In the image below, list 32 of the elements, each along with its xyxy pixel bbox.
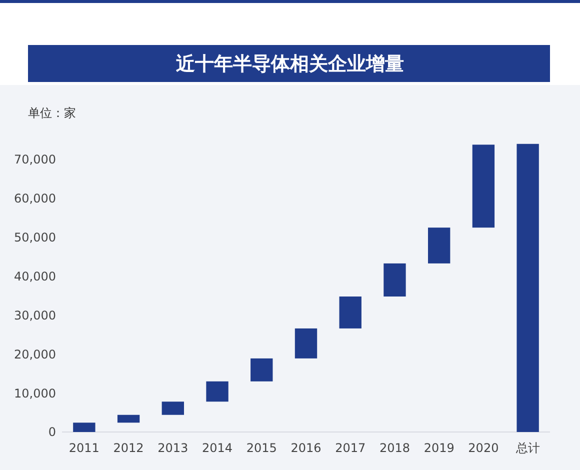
x-tick-label: 2011 bbox=[68, 441, 100, 455]
y-tick-label: 10,000 bbox=[14, 386, 56, 400]
x-tick-label: 2015 bbox=[246, 441, 277, 455]
x-tick-label: 2014 bbox=[202, 441, 233, 455]
bar bbox=[162, 402, 184, 415]
bar bbox=[516, 144, 539, 432]
y-tick-label: 20,000 bbox=[14, 347, 56, 362]
bar bbox=[294, 328, 318, 358]
y-tick-label: 50,000 bbox=[14, 230, 56, 245]
bar bbox=[250, 358, 273, 382]
x-tick-label: 2016 bbox=[290, 441, 322, 455]
x-tick-label: 2012 bbox=[113, 441, 144, 455]
y-tick-label: 40,000 bbox=[14, 269, 56, 284]
x-tick-label: 2013 bbox=[158, 441, 188, 455]
bar bbox=[428, 228, 450, 264]
y-tick-label: 0 bbox=[48, 425, 56, 440]
x-tick-label: 2017 bbox=[335, 441, 366, 455]
y-tick-label: 30,000 bbox=[14, 308, 56, 322]
bar bbox=[73, 422, 96, 432]
y-tick-label: 70,000 bbox=[14, 152, 56, 167]
x-tick-label: 总计 bbox=[514, 441, 540, 455]
bar bbox=[206, 381, 228, 402]
y-tick-label: 60,000 bbox=[14, 192, 56, 206]
x-tick-label: 2019 bbox=[424, 441, 454, 455]
bar bbox=[339, 296, 362, 328]
bar bbox=[117, 414, 140, 423]
bar bbox=[472, 144, 495, 228]
y-axis-title: 单位：家 bbox=[28, 106, 76, 120]
bar bbox=[384, 263, 406, 297]
x-tick-label: 2018 bbox=[379, 441, 410, 455]
x-tick-label: 2020 bbox=[468, 441, 499, 455]
chart-title: 近十年半导体相关企业增量 bbox=[175, 53, 404, 75]
